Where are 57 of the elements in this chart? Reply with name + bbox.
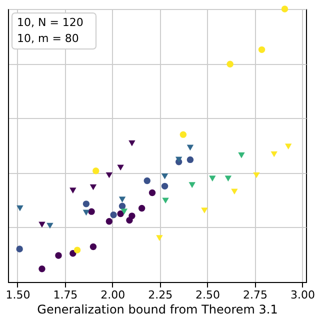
point <box>175 156 182 163</box>
point <box>74 246 81 254</box>
point <box>117 210 124 218</box>
point <box>90 184 97 190</box>
point <box>231 188 238 195</box>
x-tick-label: 2.75 <box>243 288 268 302</box>
point <box>38 266 46 272</box>
x-tick-label: 1.75 <box>53 288 78 302</box>
point <box>38 222 46 228</box>
point <box>201 208 208 214</box>
point <box>148 189 156 196</box>
x-tick-label: 2.25 <box>148 288 173 302</box>
point <box>88 208 95 215</box>
annotation: 10, N = 120 <box>17 16 84 29</box>
point <box>46 222 54 229</box>
point <box>186 144 194 151</box>
point <box>161 173 168 180</box>
point <box>188 182 196 188</box>
point <box>180 131 187 138</box>
point <box>284 144 292 150</box>
point <box>118 202 126 210</box>
point <box>110 211 117 218</box>
x-tick-label: 2.50 <box>196 288 220 302</box>
point <box>162 198 169 204</box>
point <box>128 140 136 146</box>
x-tick-label: 3.00 <box>290 288 315 302</box>
point <box>258 46 266 54</box>
x-tick-label: 2.00 <box>100 288 126 302</box>
point <box>224 176 232 182</box>
point <box>106 218 113 225</box>
point <box>253 172 260 178</box>
point <box>270 151 278 158</box>
point <box>82 210 90 216</box>
point <box>209 176 216 182</box>
point <box>156 235 163 241</box>
point <box>120 208 128 214</box>
point <box>106 172 113 178</box>
point <box>226 60 234 68</box>
point <box>55 252 62 259</box>
point <box>144 177 150 184</box>
point <box>238 152 245 158</box>
point <box>16 205 24 212</box>
point <box>186 156 194 164</box>
x-axis-title: Generalization bound from Theorem 3.1 <box>37 302 278 316</box>
point <box>117 164 124 171</box>
x-tick-label: 1.50 <box>6 288 30 302</box>
point <box>128 212 136 220</box>
point <box>16 246 23 252</box>
point <box>90 243 97 250</box>
point <box>138 204 146 212</box>
point <box>82 200 90 208</box>
point <box>70 188 76 194</box>
point <box>281 6 288 12</box>
point <box>118 196 126 202</box>
annotation: 10, m = 80 <box>17 32 79 45</box>
point <box>92 168 100 174</box>
point <box>161 182 168 190</box>
